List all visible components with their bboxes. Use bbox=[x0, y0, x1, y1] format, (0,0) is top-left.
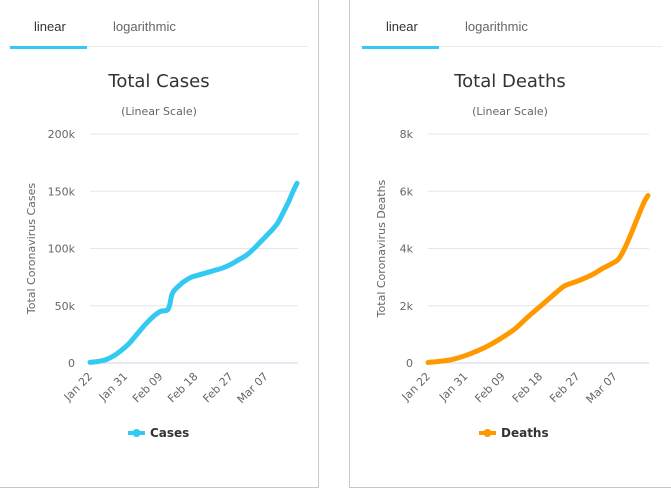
legend-label: Cases bbox=[150, 426, 189, 440]
chart-title: Total Cases bbox=[107, 71, 209, 92]
y-tick-label: 200k bbox=[48, 128, 76, 141]
y-axis-title: Total Coronavirus Deaths bbox=[375, 179, 388, 318]
y-tick-label: 100k bbox=[48, 243, 76, 256]
chart-subtitle: (Linear Scale) bbox=[121, 105, 197, 118]
y-tick-label: 4k bbox=[400, 243, 414, 256]
chart-title: Total Deaths bbox=[453, 71, 566, 92]
active-tab-indicator bbox=[10, 46, 87, 49]
series-line-deaths bbox=[425, 193, 651, 366]
x-tick-label: Jan 22 bbox=[399, 370, 433, 404]
series-line-cases bbox=[87, 180, 300, 365]
y-tick-label: 6k bbox=[400, 185, 414, 198]
y-tick-label: 0 bbox=[406, 357, 413, 370]
chart-subtitle: (Linear Scale) bbox=[472, 105, 548, 118]
x-tick-label: Jan 31 bbox=[436, 370, 470, 404]
y-tick-label: 0 bbox=[68, 357, 75, 370]
y-axis-title: Total Coronavirus Cases bbox=[25, 183, 38, 316]
x-tick-label: Feb 09 bbox=[472, 370, 507, 405]
y-tick-label: 50k bbox=[55, 300, 76, 313]
legend-marker bbox=[483, 429, 492, 437]
scale-tabs: linear logarithmic bbox=[350, 0, 671, 49]
y-tick-label: 8k bbox=[400, 128, 414, 141]
tab-linear[interactable]: linear bbox=[386, 19, 418, 34]
x-tick-label: Feb 27 bbox=[547, 370, 582, 405]
tab-linear[interactable]: linear bbox=[34, 19, 66, 34]
y-tick-label: 2k bbox=[400, 300, 414, 313]
legend-label: Deaths bbox=[501, 426, 549, 440]
legend-marker bbox=[132, 429, 141, 437]
tab-logarithmic[interactable]: logarithmic bbox=[113, 19, 176, 34]
tab-logarithmic[interactable]: logarithmic bbox=[465, 19, 528, 34]
scale-tabs: linear logarithmic bbox=[0, 0, 318, 49]
tab-divider bbox=[360, 46, 662, 47]
x-tick-label: Mar 07 bbox=[584, 370, 620, 406]
tab-divider bbox=[9, 46, 308, 47]
chart-panel-deaths: linear logarithmic bbox=[349, 0, 671, 488]
y-tick-label: 150k bbox=[48, 185, 76, 198]
active-tab-indicator bbox=[362, 46, 439, 49]
x-tick-label: Feb 18 bbox=[510, 370, 545, 405]
chart-panel-cases: linear logarithmic bbox=[0, 0, 319, 488]
